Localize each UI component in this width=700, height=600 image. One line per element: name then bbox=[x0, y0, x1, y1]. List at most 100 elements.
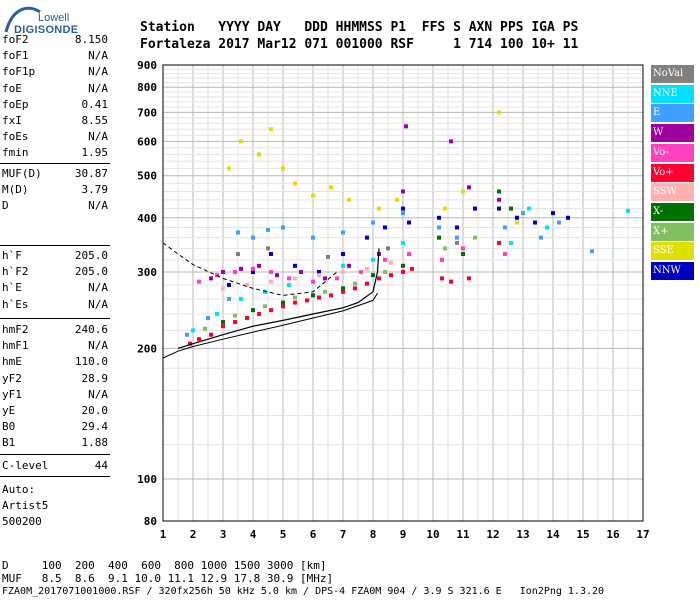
header-line-1: Station YYYY DAY DDD HHMMSS P1 FFS S AXN… bbox=[140, 20, 579, 35]
data-point-e bbox=[401, 211, 405, 216]
data-point-nnw bbox=[533, 220, 537, 225]
data-point-ssw bbox=[221, 286, 225, 291]
param-name: foEp bbox=[2, 97, 29, 111]
param-row: B1 1.88 bbox=[2, 435, 108, 451]
param-value: 29.4 bbox=[81, 420, 109, 434]
data-point-vo bbox=[401, 269, 405, 274]
data-point-nnw bbox=[293, 263, 297, 268]
data-point-vo bbox=[449, 279, 453, 284]
param-value: 0.41 bbox=[81, 97, 109, 111]
data-point-e bbox=[539, 235, 543, 240]
y-tick-label: 400 bbox=[137, 212, 157, 225]
param-value: 3.79 bbox=[81, 183, 109, 197]
param-name: B0 bbox=[2, 420, 16, 434]
data-point-x bbox=[311, 293, 315, 298]
param-row: fmin 1.95 bbox=[2, 145, 108, 161]
data-point-vo bbox=[269, 269, 273, 274]
param-name: hmF2 bbox=[2, 323, 29, 336]
param-separator bbox=[0, 245, 110, 246]
data-point-sse bbox=[443, 206, 447, 211]
param-row: h`Es N/A bbox=[2, 297, 108, 313]
param-value: N/A bbox=[88, 281, 108, 295]
data-point-vo bbox=[305, 298, 309, 303]
legend-item-vo: Vo- bbox=[651, 143, 694, 162]
data-point-x bbox=[509, 206, 513, 211]
param-row: hmF1 N/A bbox=[2, 338, 108, 354]
logo-lowell: Lowell bbox=[38, 12, 70, 24]
data-point-vo bbox=[407, 252, 411, 257]
data-point-sse bbox=[269, 127, 273, 132]
data-point-x bbox=[497, 189, 501, 194]
data-point-vo bbox=[410, 266, 414, 271]
data-point-e bbox=[590, 249, 594, 254]
data-point-ssw bbox=[293, 276, 297, 281]
data-point-vo bbox=[335, 276, 339, 281]
data-point-w bbox=[239, 266, 243, 271]
data-point-w bbox=[209, 276, 213, 281]
param-value: N/A bbox=[88, 297, 108, 311]
y-tick-label: 300 bbox=[137, 266, 157, 279]
data-point-nnw bbox=[251, 269, 255, 274]
data-point-vo bbox=[353, 286, 357, 291]
data-point-ssw bbox=[389, 260, 393, 265]
param-row: h`F 205.0 bbox=[2, 248, 108, 264]
param-value: 205.0 bbox=[74, 265, 108, 279]
legend-item-w: W bbox=[651, 124, 694, 143]
data-point-nnw bbox=[515, 215, 519, 220]
param-name: yF2 bbox=[2, 371, 22, 385]
param-row: hmF2 240.6 bbox=[2, 322, 108, 338]
param-row: MUF(D) 30.87 bbox=[2, 166, 108, 182]
data-point-vo bbox=[188, 341, 192, 346]
data-point-noval bbox=[455, 240, 459, 245]
data-point-w bbox=[221, 269, 225, 274]
data-point-w bbox=[467, 185, 471, 190]
param-separator bbox=[0, 454, 110, 455]
data-point-x bbox=[401, 263, 405, 268]
data-point-e bbox=[455, 235, 459, 240]
data-point-nne bbox=[527, 206, 531, 211]
data-point-vo bbox=[341, 289, 345, 294]
param-name: yF1 bbox=[2, 387, 22, 401]
data-point-x bbox=[461, 252, 465, 257]
x-tick-label: 10 bbox=[426, 528, 439, 541]
data-point-sse bbox=[377, 206, 381, 211]
param-name: foF1p bbox=[2, 65, 36, 79]
param-row: foF1 N/A bbox=[2, 48, 108, 64]
data-point-noval bbox=[266, 246, 270, 251]
legend-item-sse: SSE bbox=[651, 242, 694, 261]
data-point-x bbox=[383, 269, 387, 274]
param-value: N/A bbox=[88, 130, 108, 144]
param-value: N/A bbox=[88, 49, 108, 63]
data-point-nnw bbox=[566, 215, 570, 220]
data-point-w bbox=[257, 263, 261, 268]
data-point-ssw bbox=[341, 269, 345, 274]
data-point-nnw bbox=[401, 206, 405, 211]
param-name: fxI bbox=[2, 114, 22, 127]
data-point-e bbox=[227, 296, 231, 301]
data-point-w bbox=[449, 139, 453, 144]
y-tick-label: 100 bbox=[137, 473, 157, 486]
dashed-trace-line bbox=[162, 242, 338, 296]
param-value: N/A bbox=[88, 65, 108, 79]
chart-points bbox=[185, 110, 630, 346]
data-point-ssw bbox=[317, 273, 321, 278]
data-point-sse bbox=[329, 185, 333, 190]
data-point-nne bbox=[626, 208, 630, 213]
param-name: M(D) bbox=[2, 183, 29, 197]
x-tick-label: 15 bbox=[576, 528, 589, 541]
param-value: N/A bbox=[88, 387, 108, 401]
legend-item-nne: NNE bbox=[651, 84, 694, 103]
auto-label: Auto: bbox=[2, 483, 36, 496]
x-tick-label: 14 bbox=[546, 528, 560, 541]
data-point-sse bbox=[239, 139, 243, 144]
data-point-nnw bbox=[407, 220, 411, 225]
data-point-nnw bbox=[455, 225, 459, 230]
y-tick-label: 900 bbox=[137, 59, 157, 72]
data-point-e bbox=[206, 315, 210, 320]
x-tick-label: 6 bbox=[310, 528, 317, 541]
data-point-nne bbox=[341, 263, 345, 268]
param-row: h`E N/A bbox=[2, 280, 108, 296]
param-value: N/A bbox=[88, 199, 108, 213]
param-row: yF1 N/A bbox=[2, 387, 108, 403]
data-point-nne bbox=[545, 225, 549, 230]
